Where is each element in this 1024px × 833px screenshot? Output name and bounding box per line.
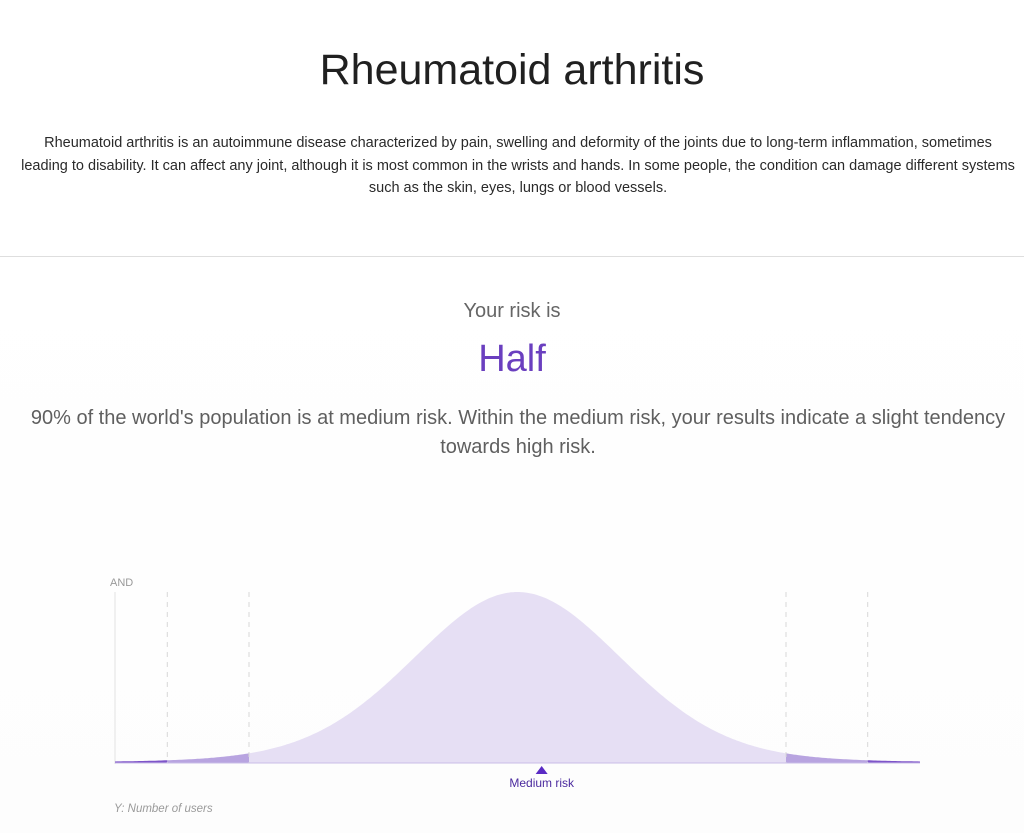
risk-explanation: 90% of the world's population is at medi… <box>30 407 1006 458</box>
risk-value: Half <box>478 338 546 380</box>
band-high-outer <box>867 760 920 763</box>
band-low-inner <box>167 753 250 763</box>
y-axis-top-label: AND <box>110 577 133 589</box>
distribution-curve <box>115 592 920 763</box>
band-medium <box>249 592 786 763</box>
band-high-inner <box>785 753 868 763</box>
risk-label: Your risk is <box>463 300 561 322</box>
risk-distribution-svg: AND Medium risk Y: Number of users <box>110 577 920 815</box>
band-guides <box>166 592 869 763</box>
section-divider <box>0 256 1024 257</box>
risk-distribution-chart: AND Medium risk Y: Number of users <box>100 570 940 820</box>
user-position-marker <box>535 766 548 774</box>
page-title: Rheumatoid arthritis <box>319 46 705 94</box>
disease-description: Rheumatoid arthritis is an autoimmune di… <box>21 135 1015 196</box>
band-low-outer <box>115 760 168 763</box>
y-axis-caption: Y: Number of users <box>114 803 213 815</box>
user-position-label: Medium risk <box>509 776 575 790</box>
